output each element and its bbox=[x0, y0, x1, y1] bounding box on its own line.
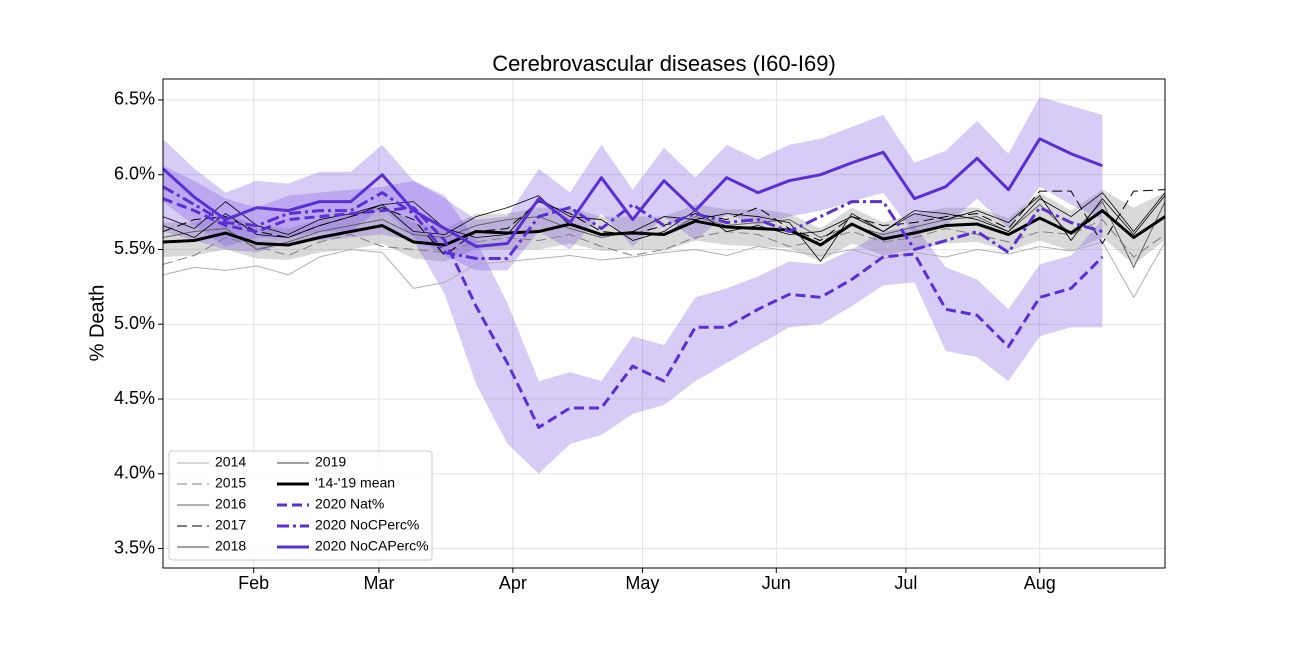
y-tick-label: 6.5% bbox=[114, 89, 155, 109]
y-tick-label: 4.0% bbox=[114, 463, 155, 483]
x-tick-label: Jun bbox=[762, 573, 791, 593]
legend: 2014 2015 2016 2017 2018 2019 '14-'19 mean 2020… bbox=[168, 450, 433, 561]
series-line bbox=[162, 209, 1166, 247]
y-tick-label: 6.0% bbox=[114, 163, 155, 183]
confidence-band bbox=[163, 96, 1103, 271]
legend-label: '14-'19 mean bbox=[315, 475, 395, 491]
legend-label: 2020 Nat% bbox=[315, 496, 384, 512]
series-line bbox=[162, 241, 1166, 298]
y-tick-label: 5.0% bbox=[114, 313, 155, 333]
legend-label: 2014 bbox=[215, 454, 246, 470]
legend-label: 2017 bbox=[215, 517, 246, 533]
plot-frame bbox=[162, 78, 1166, 569]
legend-label: 2019 bbox=[315, 454, 346, 470]
y-axis-label: % Death bbox=[86, 285, 108, 362]
series-line bbox=[162, 197, 1104, 429]
axes: 3.5% 4.0% 4.5% 5.0% 5.5% 6.0% 6.5% Feb Mar Apr May… bbox=[114, 89, 1056, 593]
series-line bbox=[162, 185, 1103, 260]
y-tick-label: 5.5% bbox=[114, 238, 155, 258]
y-tick-label: 4.5% bbox=[114, 388, 155, 408]
x-tick-label: Jul bbox=[894, 573, 917, 593]
x-tick-label: Feb bbox=[238, 573, 269, 593]
legend-label: 2020 NoCAPerc% bbox=[315, 538, 429, 554]
x-tick-label: Aug bbox=[1024, 573, 1056, 593]
lines bbox=[161, 137, 1166, 429]
grid bbox=[163, 79, 1165, 568]
y-tick-label: 3.5% bbox=[114, 537, 155, 557]
x-tick-label: Apr bbox=[499, 573, 527, 593]
series-line bbox=[162, 192, 1166, 241]
legend-label: 2020 NoCPerc% bbox=[315, 517, 419, 533]
chart-title: Cerebrovascular diseases (I60-I69) bbox=[492, 51, 836, 76]
confidence-band bbox=[163, 165, 1103, 474]
legend-label: 2018 bbox=[215, 538, 246, 554]
x-tick-label: May bbox=[625, 573, 659, 593]
series-line bbox=[161, 137, 1103, 248]
legend-label: 2016 bbox=[215, 496, 246, 512]
legend-label: 2015 bbox=[215, 475, 246, 491]
series-line bbox=[162, 195, 1166, 262]
x-tick-label: Mar bbox=[363, 573, 394, 593]
